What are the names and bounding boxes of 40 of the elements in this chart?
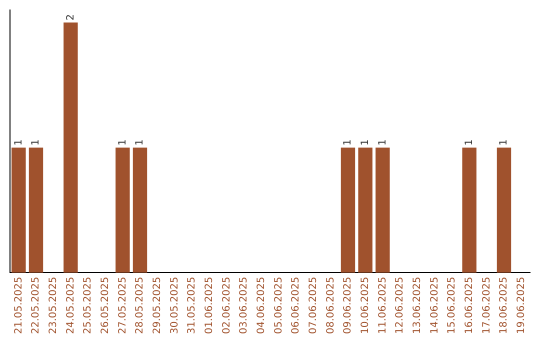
data-label: 1 <box>13 139 24 146</box>
x-tick-label: 21.05.2025 <box>13 276 24 334</box>
x-tick-label: 17.06.2025 <box>481 276 492 334</box>
x-tick-label: 08.06.2025 <box>325 276 336 334</box>
x-tick-label: 28.05.2025 <box>134 276 146 334</box>
x-tick-label: 16.06.2025 <box>464 276 475 334</box>
x-tick-label: 24.05.2025 <box>65 276 76 334</box>
data-label: 1 <box>134 139 146 146</box>
data-label: 1 <box>377 139 388 146</box>
x-tick-label: 29.05.2025 <box>152 276 163 334</box>
x-tick-label: 03.06.2025 <box>238 276 250 334</box>
data-label: 1 <box>360 139 371 146</box>
x-tick-label: 19.06.2025 <box>516 276 527 334</box>
x-tick-label: 10.06.2025 <box>360 276 371 334</box>
x-tick-label: 23.05.2025 <box>48 276 59 334</box>
x-tick-label: 05.06.2025 <box>273 276 284 334</box>
x-tick-label: 13.06.2025 <box>412 276 423 334</box>
x-tick-label: 26.05.2025 <box>100 276 111 334</box>
x-tick-label: 09.06.2025 <box>342 276 354 334</box>
x-tick-label: 25.05.2025 <box>82 276 94 334</box>
x-tick-label: 14.06.2025 <box>429 276 440 334</box>
x-tick-label: 18.06.2025 <box>498 276 510 334</box>
data-label: 1 <box>30 139 42 146</box>
x-tick-label: 07.06.2025 <box>308 276 319 334</box>
x-tick-label: 04.06.2025 <box>256 276 267 334</box>
data-label: 2 <box>65 14 76 21</box>
x-tick-label: 22.05.2025 <box>30 276 42 334</box>
data-label: 1 <box>117 139 128 146</box>
x-tick-label: 30.05.2025 <box>169 276 180 334</box>
x-tick-label: 02.06.2025 <box>221 276 232 334</box>
x-tick-label: 01.06.2025 <box>204 276 215 334</box>
data-label: 1 <box>464 139 475 146</box>
x-tick-label: 12.06.2025 <box>394 276 406 334</box>
data-label: 1 <box>498 139 510 146</box>
x-tick-label: 31.05.2025 <box>186 276 198 334</box>
x-tick-label: 11.06.2025 <box>377 276 388 334</box>
x-tick-label: 06.06.2025 <box>290 276 302 334</box>
x-tick-label: 15.06.2025 <box>446 276 458 334</box>
data-label: 1 <box>342 139 354 146</box>
x-tick-label: 27.05.2025 <box>117 276 128 334</box>
